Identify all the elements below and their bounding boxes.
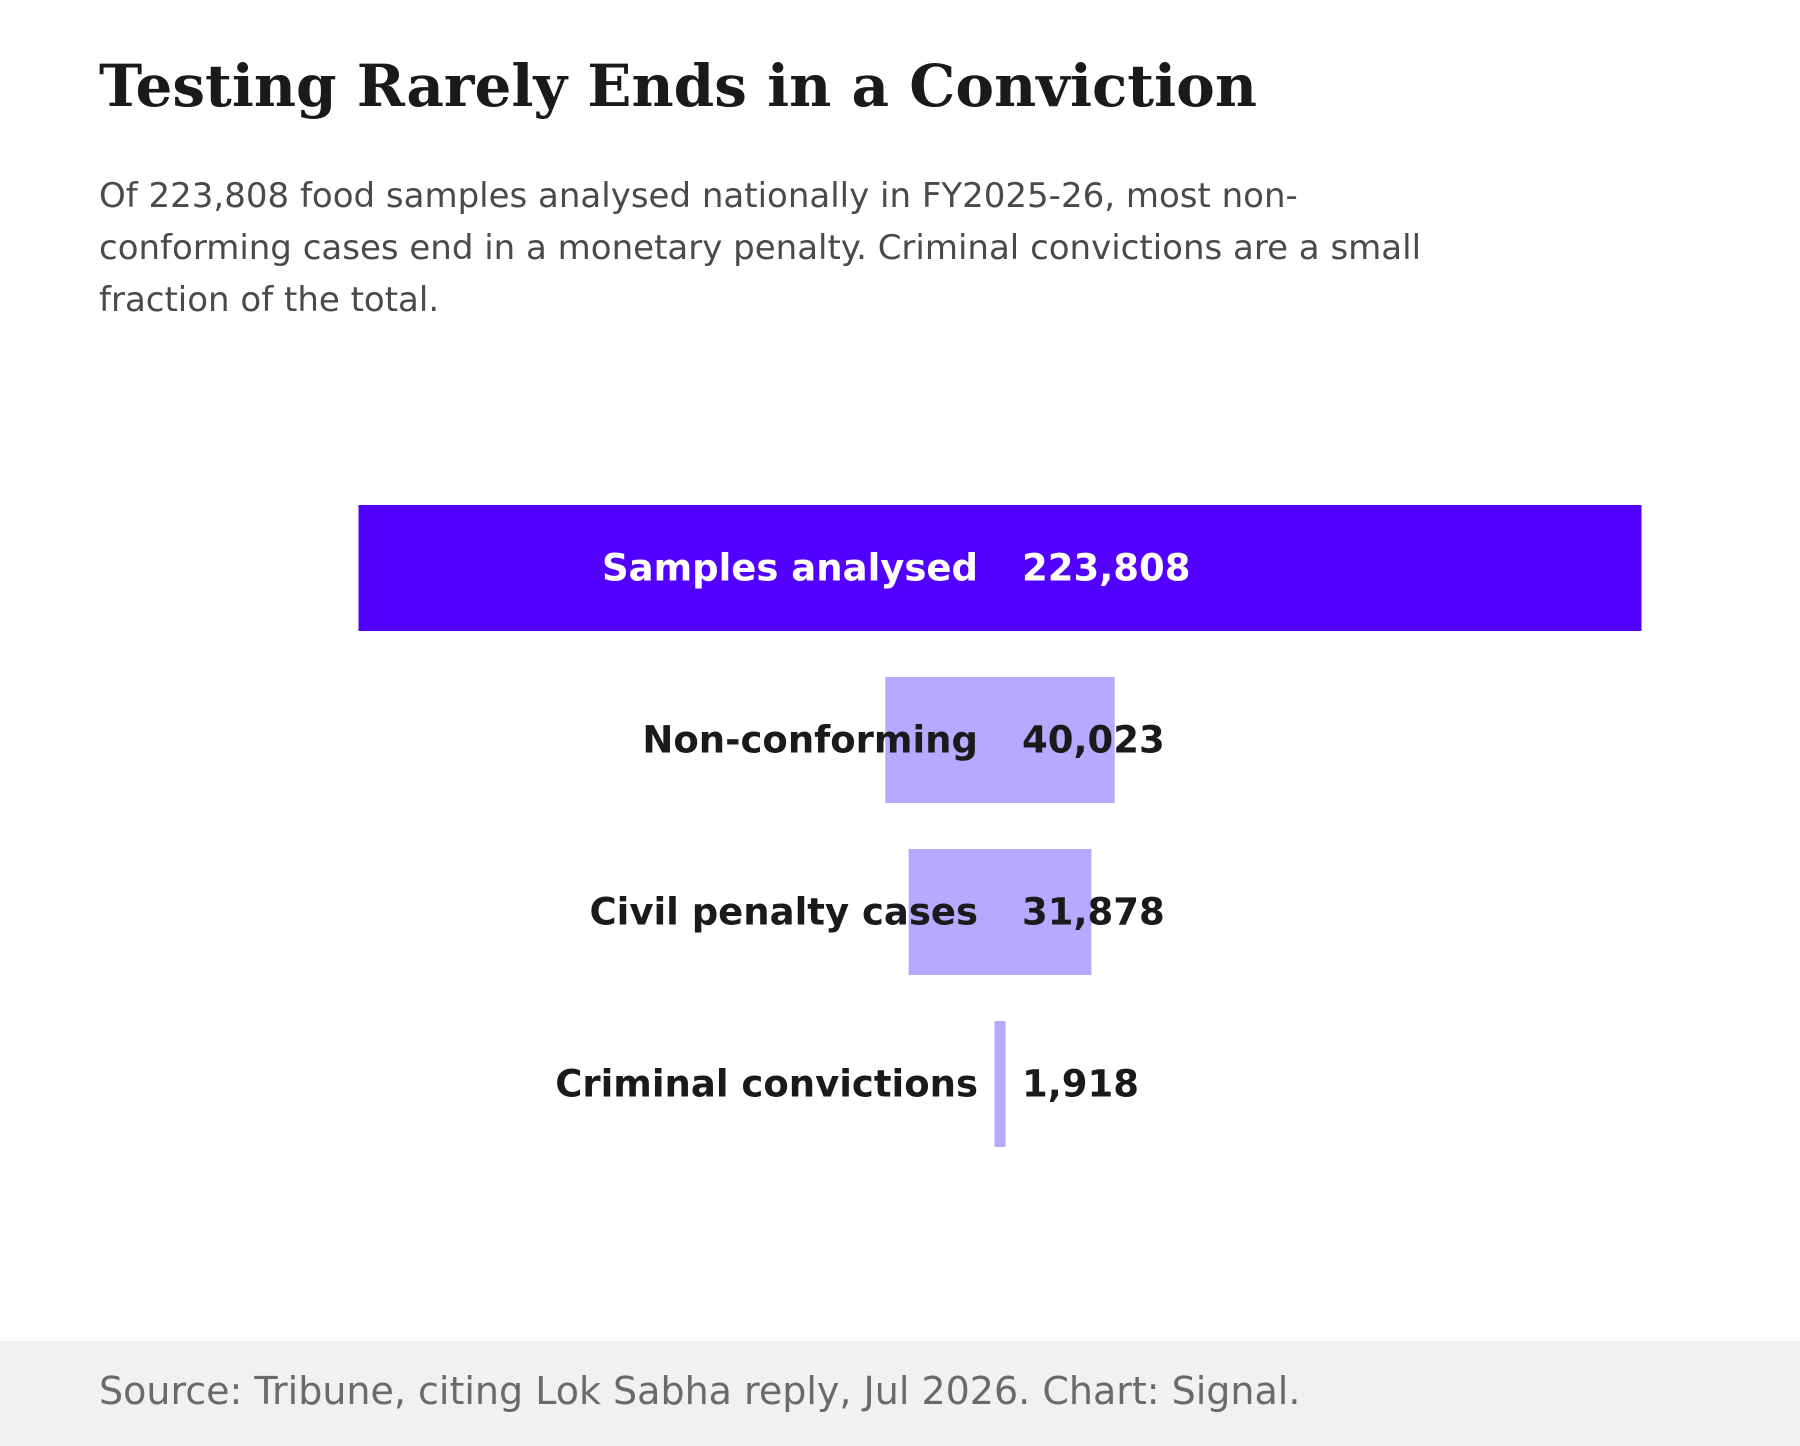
funnel-bar-criminal-convictions (994, 1021, 1006, 1147)
funnel-chart: Samples analysed 223,808 Non-conforming 40,… (358, 505, 1642, 1147)
funnel-bar-civil-penalty-cases (908, 849, 1092, 975)
funnel-bar-non-conforming (885, 677, 1115, 803)
funnel-value-non-conforming: 40,023 (1022, 719, 1165, 762)
funnel-label-samples-analysed: Samples analysed (602, 547, 978, 590)
chart-subtitle: Of 223,808 food samples analysed nationa… (99, 176, 1422, 320)
funnel-value-criminal-convictions: 1,918 (1022, 1063, 1139, 1106)
source-note: Source: Tribune, citing Lok Sabha reply,… (99, 1369, 1301, 1413)
funnel-label-civil-penalty-cases: Civil penalty cases (590, 891, 979, 934)
funnel-bar-samples-analysed (358, 505, 1642, 631)
chart-title: Testing Rarely Ends in a Conviction (99, 52, 1257, 120)
funnel-label-non-conforming: Non-conforming (642, 719, 978, 762)
funnel-value-civil-penalty-cases: 31,878 (1022, 891, 1165, 934)
funnel-label-criminal-convictions: Criminal convictions (555, 1063, 978, 1106)
footer-bar (0, 1341, 1800, 1446)
funnel-value-samples-analysed: 223,808 (1022, 547, 1191, 590)
